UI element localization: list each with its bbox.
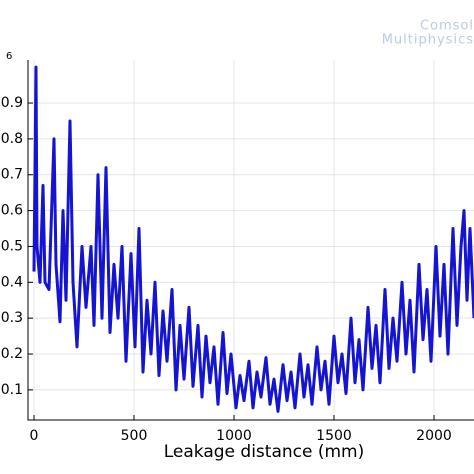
y-tick-label: 0.7 <box>1 167 23 183</box>
x-tick-label: 2000 <box>416 428 452 444</box>
y-tick-label: 0.9 <box>1 95 23 111</box>
y-tick-label: 0.8 <box>1 131 23 147</box>
y-exponent: 6 <box>6 51 12 62</box>
x-tick-label: 1500 <box>316 428 352 444</box>
y-tick-label: 0.6 <box>1 203 23 219</box>
watermark: Comsol <box>420 19 474 34</box>
y-tick-label: 0.1 <box>1 382 23 398</box>
x-axis-label: Leakage distance (mm) <box>164 442 365 462</box>
watermark: Multiphysics <box>382 33 474 48</box>
y-tick-label: 0.4 <box>1 274 23 290</box>
y-tick-label: 0.5 <box>1 238 23 254</box>
y-tick-label: 0.3 <box>1 310 23 326</box>
y-tick-label: 0.2 <box>1 346 23 362</box>
x-tick-label: 0 <box>30 428 39 444</box>
x-tick-label: 500 <box>121 428 148 444</box>
x-tick-label: 1000 <box>216 428 252 444</box>
data-line <box>32 65 474 413</box>
axis-frame <box>27 60 474 421</box>
